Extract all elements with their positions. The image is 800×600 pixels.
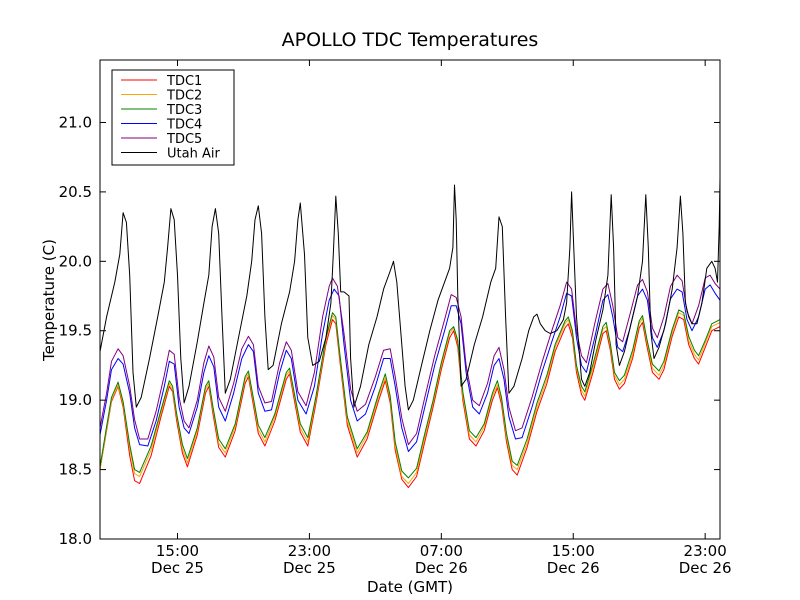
y-tick-label: 18.0 [59,530,92,548]
x-tick-label-date: Dec 26 [547,559,600,577]
x-tick-label-date: Dec 26 [415,559,468,577]
y-tick-label: 21.0 [59,113,92,131]
y-axis-label: Temperature (C) [40,239,58,362]
y-tick-label: 19.5 [59,322,92,340]
x-tick-label-time: 07:00 [420,542,463,560]
legend-label-tdc2: TDC2 [166,89,202,104]
x-tick-label-time: 23:00 [684,542,727,560]
plot-frame [99,59,721,540]
y-tick-label: 18.5 [59,461,92,479]
x-tick-label-time: 15:00 [156,542,199,560]
series-line-tdc2 [99,312,721,484]
legend-box [111,69,235,166]
x-tick-label-time: 23:00 [288,542,331,560]
legend-label-utah-air: Utah Air [167,147,220,162]
y-tick-label: 19.0 [59,391,92,409]
x-tick-label-date: Dec 25 [283,559,336,577]
legend-label-tdc5: TDC5 [166,132,202,147]
series-line-utah-air [99,177,721,411]
chart-title: APOLLO TDC Temperatures [282,29,539,51]
x-tick-label-time: 15:00 [552,542,595,560]
legend-label-tdc1: TDC1 [166,74,202,89]
series-line-tdc5 [99,274,721,446]
x-tick-label-date: Dec 26 [679,559,732,577]
legend-label-tdc4: TDC4 [166,118,202,133]
x-axis-label: Date (GMT) [367,578,453,596]
series-line-tdc3 [99,309,721,479]
series-layer [99,177,721,489]
x-tick-label-date: Dec 25 [151,559,204,577]
legend-label-tdc3: TDC3 [166,103,202,118]
y-tick-label: 20.5 [59,183,92,201]
series-line-tdc1 [99,316,721,489]
y-tick-label: 20.0 [59,252,92,270]
